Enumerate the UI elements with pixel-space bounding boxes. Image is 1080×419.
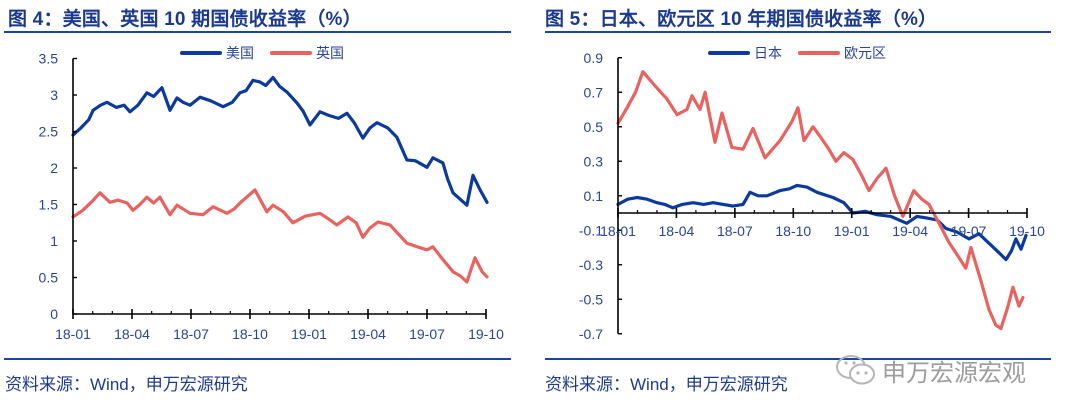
figure-4-chart: 0 0.5 1 1.5 2 2.5 3 3.5 18-01 18-04 18-07 18-10 19-0… — [39, 51, 505, 343]
legend-swatch-japan — [708, 51, 750, 55]
x-tick-label: 18-07 — [717, 223, 753, 239]
y-tick-label: 3.5 — [39, 51, 59, 67]
y-tick-label: 2.5 — [39, 124, 59, 140]
legend-swatch-us — [180, 51, 222, 55]
legend-item-eurozone: 欧元区 — [798, 43, 886, 63]
x-tick-label: 18-10 — [775, 223, 811, 239]
x-tick-label: 19-10 — [1009, 223, 1045, 239]
x-tick-label: 19-01 — [291, 326, 327, 342]
y-tick-label: 0.5 — [39, 270, 59, 286]
x-tick-label: 18-04 — [114, 326, 150, 342]
figure-5-title-rule — [545, 31, 1051, 33]
x-tick-label: 18-04 — [659, 223, 695, 239]
figure-5-bottom-rule — [545, 358, 1051, 360]
y-tick-label: 0.1 — [584, 188, 604, 204]
legend-label-uk: 英国 — [316, 45, 344, 61]
legend-item-us: 美国 — [180, 43, 254, 63]
x-tick-label: 18-07 — [173, 326, 209, 342]
figure-5-title: 图 5：日本、欧元区 10 年期国债收益率（%） — [545, 9, 938, 30]
legend-label-japan: 日本 — [754, 45, 782, 61]
y-tick-label: -0.5 — [579, 291, 603, 307]
figure-4-source: 资料来源：Wind，申万宏源研究 — [5, 375, 248, 394]
x-tick-label: 19-10 — [468, 326, 504, 342]
figure-4-title-rule — [4, 31, 511, 33]
y-tick-label: 2 — [50, 160, 58, 176]
legend-item-japan: 日本 — [708, 43, 782, 63]
legend-swatch-uk — [270, 51, 312, 55]
watermark: 申万宏源宏观 — [834, 352, 1026, 388]
x-tick-label: 19-01 — [834, 223, 870, 239]
x-tick-label: 19-04 — [350, 326, 386, 342]
legend-label-eurozone: 欧元区 — [844, 45, 886, 61]
wechat-icon — [836, 355, 875, 385]
figure-5-source: 资料来源：Wind，申万宏源研究 — [545, 375, 788, 394]
legend-item-uk: 英国 — [270, 43, 344, 63]
figure-4-series-1 — [71, 188, 489, 284]
y-tick-label: 0.9 — [584, 50, 604, 66]
figure-4-legend: 美国 英国 — [180, 43, 354, 63]
figure-4-bottom-rule — [4, 358, 511, 360]
figure-4-series-0 — [71, 75, 489, 207]
y-tick-label: 0 — [50, 306, 58, 322]
legend-label-us: 美国 — [226, 45, 254, 61]
x-tick-label: 19-07 — [951, 223, 987, 239]
y-tick-label: 3 — [50, 87, 58, 103]
y-tick-label: -0.1 — [579, 222, 603, 238]
y-tick-label: -0.7 — [579, 326, 603, 342]
figure-4-title: 图 4：美国、英国 10 期国债收益率（%） — [8, 9, 362, 30]
y-tick-label: 1 — [50, 233, 58, 249]
x-tick-label: 18-10 — [232, 326, 268, 342]
y-tick-label: 0.3 — [584, 153, 604, 169]
figure-5-legend: 日本 欧元区 — [708, 43, 896, 63]
y-tick-label: 0.5 — [584, 119, 604, 135]
x-tick-label: 19-04 — [892, 223, 928, 239]
watermark-text: 申万宏源宏观 — [882, 359, 1026, 387]
y-tick-label: -0.3 — [579, 257, 603, 273]
x-tick-label: 19-07 — [409, 326, 445, 342]
x-tick-label: 18-01 — [600, 223, 636, 239]
legend-swatch-eurozone — [798, 51, 840, 55]
y-tick-label: 1.5 — [39, 197, 59, 213]
figure-5-series-0 — [616, 183, 1028, 262]
figure-5-series-1 — [616, 69, 1025, 331]
x-tick-label: 18-01 — [55, 326, 91, 342]
y-tick-label: 0.7 — [584, 84, 604, 100]
figure-5-chart: -0.7 -0.5 -0.3 -0.1 0.1 0.3 0.5 0.7 0.9 18-01 18-0… — [579, 50, 1045, 342]
